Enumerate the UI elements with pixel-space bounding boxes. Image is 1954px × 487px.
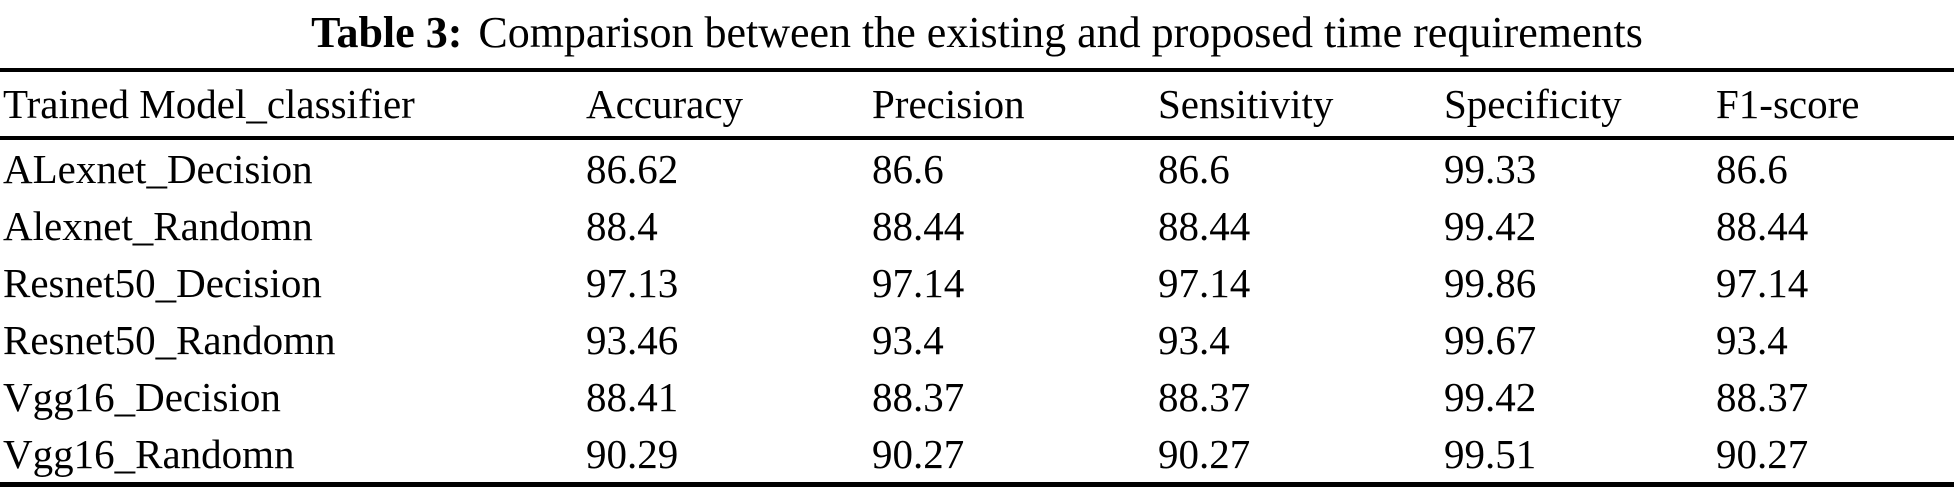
sensitivity-cell: 86.6 xyxy=(1158,145,1230,192)
table-caption: Table 3: Comparison between the existing … xyxy=(0,0,1954,68)
sensitivity-cell: 90.27 xyxy=(1158,430,1251,477)
specificity-cell: 99.67 xyxy=(1444,316,1537,363)
table-row: Resnet50_Randomn 93.46 93.4 93.4 99.67 9… xyxy=(0,311,1954,368)
precision-cell: 88.37 xyxy=(872,373,965,420)
f1-score-cell: 88.44 xyxy=(1716,202,1809,249)
model-cell: Vgg16_Randomn xyxy=(3,430,295,477)
f1-score-cell: 93.4 xyxy=(1716,316,1788,363)
specificity-cell: 99.51 xyxy=(1444,430,1537,477)
precision-cell: 86.6 xyxy=(872,145,944,192)
sensitivity-cell: 97.14 xyxy=(1158,259,1251,306)
column-header-specificity: Specificity xyxy=(1444,70,1716,140)
precision-cell: 90.27 xyxy=(872,430,965,477)
accuracy-cell: 90.29 xyxy=(586,430,679,477)
accuracy-cell: 97.13 xyxy=(586,259,679,306)
f1-score-cell: 90.27 xyxy=(1716,430,1809,477)
specificity-cell: 99.86 xyxy=(1444,259,1537,306)
column-header-model: Trained Model_classifier xyxy=(0,70,586,140)
f1-score-cell: 97.14 xyxy=(1716,259,1809,306)
model-cell: Alexnet_Randomn xyxy=(3,202,313,249)
table-row: Alexnet_Randomn 88.4 88.44 88.44 99.42 8… xyxy=(0,197,1954,254)
table-row: Resnet50_Decision 97.13 97.14 97.14 99.8… xyxy=(0,254,1954,311)
f1-score-cell: 88.37 xyxy=(1716,373,1809,420)
table-row: Vgg16_Randomn 90.29 90.27 90.27 99.51 90… xyxy=(0,425,1954,485)
specificity-cell: 99.33 xyxy=(1444,145,1537,192)
column-header-f1-score: F1-score xyxy=(1716,70,1954,140)
table-row: ALexnet_Decision 86.62 86.6 86.6 99.33 8… xyxy=(0,138,1954,197)
sensitivity-cell: 93.4 xyxy=(1158,316,1230,363)
results-table: Trained Model_classifier Accuracy Precis… xyxy=(0,68,1954,487)
table-row: Vgg16_Decision 88.41 88.37 88.37 99.42 8… xyxy=(0,368,1954,425)
column-header-accuracy: Accuracy xyxy=(586,70,872,140)
precision-cell: 97.14 xyxy=(872,259,965,306)
table-caption-text: Comparison between the existing and prop… xyxy=(478,8,1643,57)
accuracy-cell: 86.62 xyxy=(586,145,679,192)
column-header-precision: Precision xyxy=(872,70,1158,140)
specificity-cell: 99.42 xyxy=(1444,202,1537,249)
table-caption-label: Table 3: xyxy=(311,8,463,57)
model-cell: Vgg16_Decision xyxy=(3,373,281,420)
precision-cell: 93.4 xyxy=(872,316,944,363)
accuracy-cell: 88.4 xyxy=(586,202,658,249)
model-cell: Resnet50_Decision xyxy=(3,259,322,306)
model-cell: Resnet50_Randomn xyxy=(3,316,336,363)
precision-cell: 88.44 xyxy=(872,202,965,249)
model-cell: ALexnet_Decision xyxy=(3,145,313,192)
f1-score-cell: 86.6 xyxy=(1716,145,1788,192)
sensitivity-cell: 88.44 xyxy=(1158,202,1251,249)
accuracy-cell: 93.46 xyxy=(586,316,679,363)
accuracy-cell: 88.41 xyxy=(586,373,679,420)
column-header-sensitivity: Sensitivity xyxy=(1158,70,1444,140)
specificity-cell: 99.42 xyxy=(1444,373,1537,420)
header-row: Trained Model_classifier Accuracy Precis… xyxy=(0,70,1954,140)
sensitivity-cell: 88.37 xyxy=(1158,373,1251,420)
